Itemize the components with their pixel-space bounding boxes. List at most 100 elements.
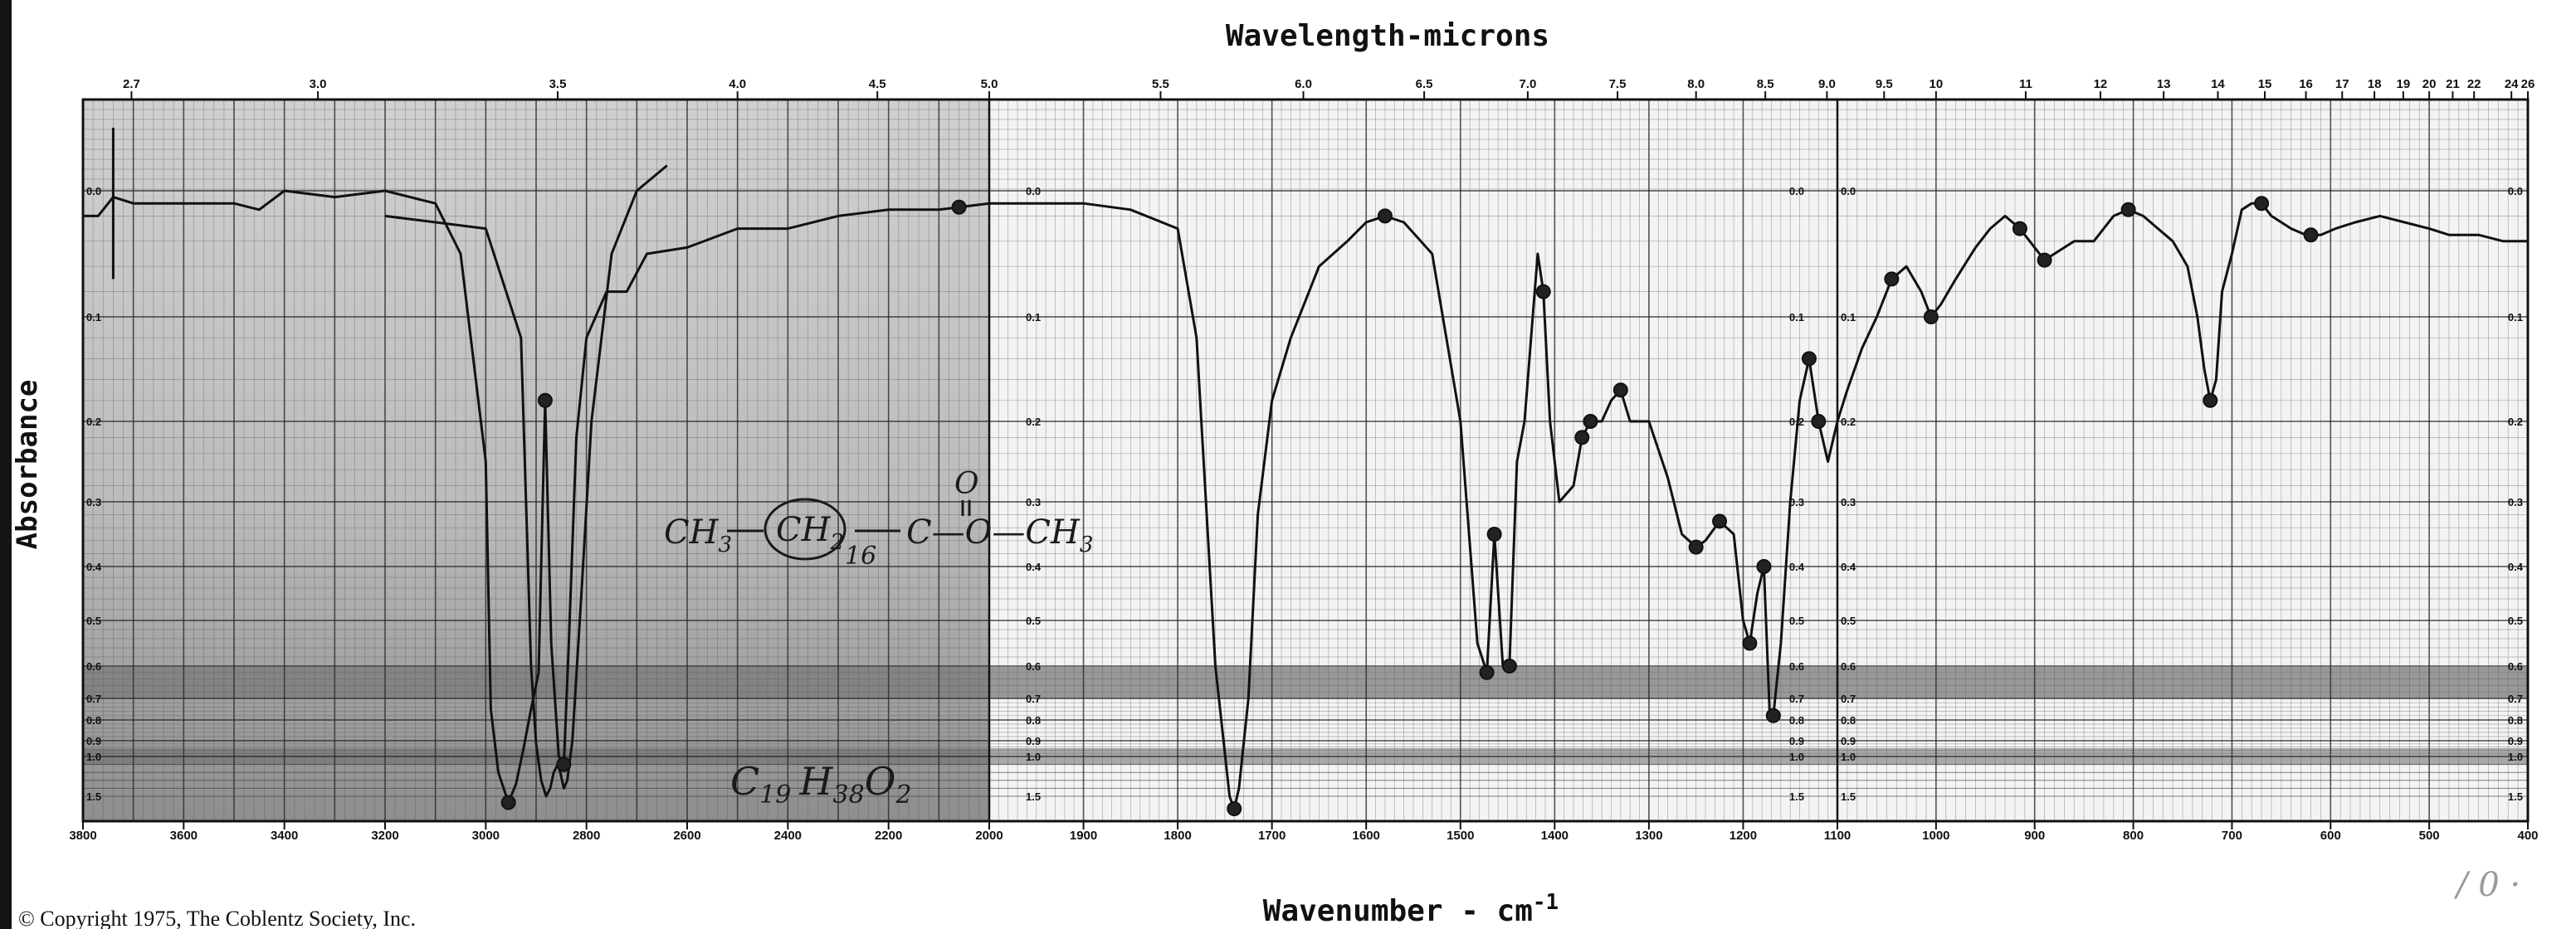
top-tick-label: 24 xyxy=(2505,77,2519,91)
bottom-tick-label: 2200 xyxy=(875,829,902,843)
peak-marker xyxy=(1712,513,1728,529)
top-tick-label: 4.0 xyxy=(729,77,746,91)
top-tick-label: 6.5 xyxy=(1416,77,1433,91)
absorbance-tick-label: 0.4 xyxy=(1026,561,1042,573)
bottom-tick-label: 500 xyxy=(2419,829,2440,843)
absorbance-tick-label: 0.6 xyxy=(2508,660,2523,673)
bottom-tick-label: 2000 xyxy=(975,829,1003,843)
absorbance-tick-label: 0.0 xyxy=(86,185,101,197)
bottom-tick-label: 800 xyxy=(2123,829,2144,843)
absorbance-tick-label: 0.7 xyxy=(1841,693,1856,705)
peak-marker xyxy=(537,392,553,408)
absorbance-tick-label: 0.3 xyxy=(1841,496,1856,508)
top-tick-label: 9.0 xyxy=(1818,77,1836,91)
absorbance-tick-label: 1.0 xyxy=(2508,751,2523,763)
peak-marker xyxy=(2120,202,2136,217)
top-tick-label: 3.0 xyxy=(310,77,327,91)
absorbance-tick-label: 0.6 xyxy=(1841,660,1856,673)
top-tick-label: 8.0 xyxy=(1687,77,1705,91)
peak-marker xyxy=(1688,539,1704,555)
bottom-tick-label: 1000 xyxy=(1922,829,1949,843)
peak-marker xyxy=(1742,635,1758,651)
top-tick-label: 4.5 xyxy=(869,77,886,91)
bottom-tick-label: 1900 xyxy=(1070,829,1097,843)
peak-marker xyxy=(1535,284,1551,299)
absorbance-tick-label: 0.8 xyxy=(1841,714,1856,727)
absorbance-tick-label: 0.1 xyxy=(1841,311,1856,323)
annotation-repeat-bracket xyxy=(764,498,846,561)
peak-marker xyxy=(951,199,967,215)
copyright-notice: © Copyright 1975, The Coblentz Society, … xyxy=(18,907,416,929)
absorbance-tick-label: 0.4 xyxy=(2508,561,2524,573)
bottom-tick-label: 700 xyxy=(2222,829,2242,843)
bottom-tick-label: 600 xyxy=(2320,829,2341,843)
peak-marker xyxy=(1501,659,1517,674)
top-ticks: 2.7 3.0 3.5 4.0 4.5 5.0 5.5 6.0 6.5 7.0 7.5 8.0 8.5 9… xyxy=(123,77,2535,100)
bottom-tick-label: 1300 xyxy=(1635,829,1662,843)
absorbance-tick-label: 1.5 xyxy=(1789,790,1804,803)
absorbance-tick-label: 0.0 xyxy=(1026,185,1041,197)
peak-marker xyxy=(500,795,516,810)
bottom-tick-label: 2400 xyxy=(774,829,802,843)
top-tick-label: 8.5 xyxy=(1757,77,1774,91)
absorbance-tick-label: 0.0 xyxy=(1841,185,1856,197)
absorbance-tick-label: 0.3 xyxy=(1789,496,1804,508)
annotation-repeat-count: 16 xyxy=(845,542,876,571)
absorbance-tick-label: 0.9 xyxy=(1026,735,1041,747)
absorbance-tick-label: 0.2 xyxy=(2508,416,2523,428)
y-axis-title: Absorbance xyxy=(11,380,44,550)
peak-marker xyxy=(2037,252,2052,268)
bottom-tick-label: 3600 xyxy=(170,829,198,843)
absorbance-tick-label: 0.5 xyxy=(86,615,101,627)
corner-handwritten-mark: / 0 · xyxy=(2453,866,2520,904)
annotation-ch3: CH3 xyxy=(664,513,732,557)
absorbance-tick-label: 0.5 xyxy=(1789,615,1804,627)
top-tick-label: 7.5 xyxy=(1609,77,1627,91)
peak-marker xyxy=(1612,382,1628,398)
top-tick-label: 9.5 xyxy=(1876,77,1893,91)
dark-band xyxy=(83,667,2528,698)
top-tick-label: 5.5 xyxy=(1152,77,1169,91)
absorbance-tick-label: 0.0 xyxy=(2508,185,2523,197)
top-tick-label: 21 xyxy=(2446,77,2460,91)
top-tick-label: 2.7 xyxy=(123,77,140,91)
absorbance-tick-label: 0.1 xyxy=(1789,311,1804,323)
absorbance-tick-label: 0.1 xyxy=(86,311,101,323)
absorbance-tick-label: 0.7 xyxy=(86,693,101,705)
bottom-tick-label: 900 xyxy=(2024,829,2045,843)
absorbance-tick-label: 0.8 xyxy=(1789,714,1804,727)
peak-marker xyxy=(1923,309,1939,324)
absorbance-tick-label: 1.5 xyxy=(86,790,101,803)
absorbance-tick-label: 1.5 xyxy=(1841,790,1856,803)
peak-marker xyxy=(1227,801,1242,816)
absorbance-tick-label: 0.7 xyxy=(1789,693,1804,705)
bottom-tick-label: 400 xyxy=(2517,829,2538,843)
top-tick-label: 3.5 xyxy=(549,77,567,91)
peak-marker xyxy=(1574,430,1590,445)
absorbance-tick-label: 0.2 xyxy=(1841,416,1856,428)
absorbance-tick-label: 0.9 xyxy=(2508,735,2523,747)
peak-marker xyxy=(2012,221,2027,236)
absorbance-tick-label: 0.9 xyxy=(86,735,101,747)
bottom-tick-label: 3400 xyxy=(271,829,298,843)
absorbance-tick-label: 1.0 xyxy=(1789,751,1804,763)
top-tick-label: 18 xyxy=(2368,77,2382,91)
peak-marker xyxy=(1479,664,1495,680)
absorbance-tick-label: 0.5 xyxy=(1841,615,1856,627)
annotation-carbonyl-o: O xyxy=(954,467,979,501)
absorbance-tick-label: 0.3 xyxy=(86,496,101,508)
bottom-axis-title: Wavenumber - cm-1 xyxy=(1263,890,1559,928)
left-scan-edge xyxy=(0,0,12,929)
top-tick-label: 12 xyxy=(2094,77,2108,91)
absorbance-tick-label: 0.6 xyxy=(86,660,101,673)
absorbance-tick-label: 0.3 xyxy=(2508,496,2523,508)
bottom-axis-title-text: Wavenumber - cm xyxy=(1263,894,1533,928)
top-axis-title: Wavelength-microns xyxy=(1226,19,1549,53)
absorbance-tick-label: 0.5 xyxy=(1026,615,1041,627)
peak-marker xyxy=(2203,392,2218,408)
top-tick-label: 17 xyxy=(2335,77,2349,91)
top-tick-label: 10 xyxy=(1930,77,1944,91)
top-tick-label: 16 xyxy=(2299,77,2313,91)
absorbance-tick-label: 0.9 xyxy=(1789,735,1804,747)
absorbance-tick-label: 0.9 xyxy=(1841,735,1856,747)
